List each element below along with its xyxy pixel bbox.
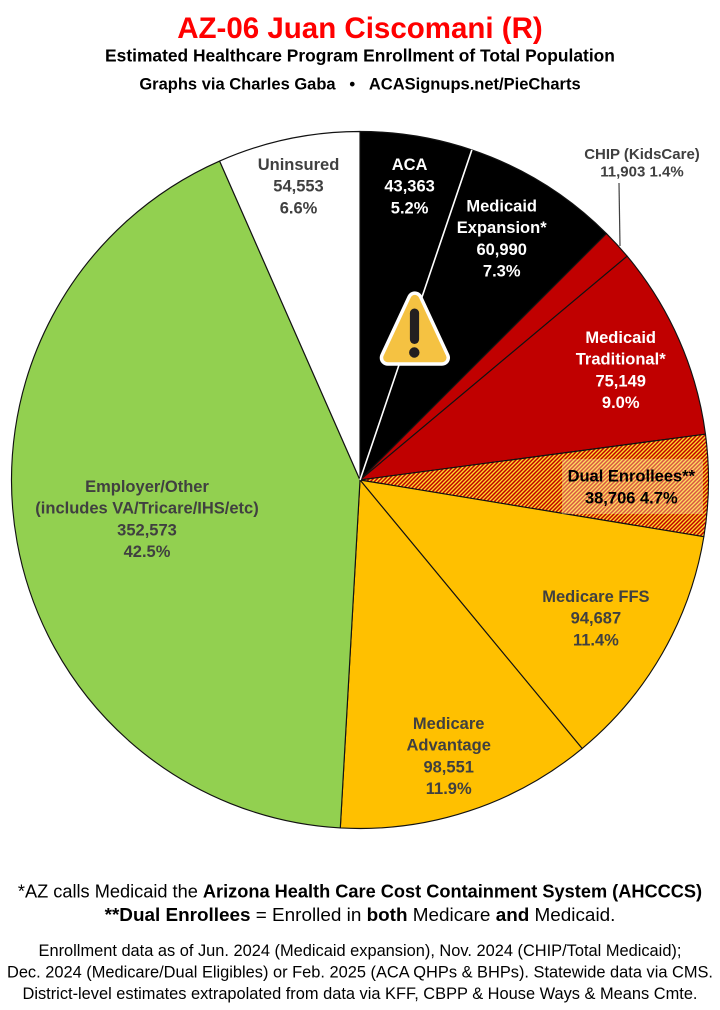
svg-text:Medicare: Medicare (413, 715, 485, 733)
svg-text:Dec. 2024 (Medicare/Dual Eligi: Dec. 2024 (Medicare/Dual Eligibles) or F… (7, 964, 713, 982)
svg-text:38,706 4.7%: 38,706 4.7% (585, 490, 678, 508)
svg-text:Medicaid: Medicaid (585, 329, 656, 347)
svg-text:7.3%: 7.3% (483, 263, 521, 281)
svg-text:94,687: 94,687 (571, 610, 621, 628)
svg-text:Estimated Healthcare Program E: Estimated Healthcare Program Enrollment … (105, 45, 615, 65)
svg-text:75,149: 75,149 (595, 372, 645, 390)
svg-text:11.9%: 11.9% (426, 780, 472, 798)
svg-text:Enrollment data as of Jun. 202: Enrollment data as of Jun. 2024 (Medicai… (39, 942, 682, 960)
svg-text:5.2%: 5.2% (391, 199, 429, 217)
svg-text:60,990: 60,990 (476, 241, 526, 259)
svg-text:District-level estimates extra: District-level estimates extrapolated fr… (23, 985, 698, 1003)
svg-text:Expansion*: Expansion* (457, 219, 547, 237)
svg-text:9.0%: 9.0% (602, 394, 640, 412)
svg-text:Traditional*: Traditional* (576, 351, 666, 369)
svg-text:Uninsured: Uninsured (258, 156, 340, 174)
svg-text:43,363: 43,363 (384, 178, 434, 196)
svg-text:ACA: ACA (392, 156, 428, 174)
svg-text:*AZ calls Medicaid the Arizona: *AZ calls Medicaid the Arizona Health Ca… (18, 881, 702, 901)
svg-text:11.4%: 11.4% (573, 631, 619, 649)
svg-text:11,903 1.4%: 11,903 1.4% (600, 164, 683, 181)
svg-text:352,573: 352,573 (117, 521, 177, 539)
svg-text:54,553: 54,553 (273, 178, 323, 196)
svg-text:Medicare FFS: Medicare FFS (542, 588, 649, 606)
svg-text:AZ-06 Juan Ciscomani (R): AZ-06 Juan Ciscomani (R) (177, 12, 543, 45)
svg-text:98,551: 98,551 (423, 758, 473, 776)
svg-text:42.5%: 42.5% (124, 543, 171, 561)
svg-text:Employer/Other: Employer/Other (85, 478, 209, 496)
svg-text:Advantage: Advantage (407, 737, 491, 755)
svg-text:CHIP (KidsCare): CHIP (KidsCare) (584, 146, 700, 163)
svg-text:Medicaid: Medicaid (466, 198, 537, 216)
svg-text:6.6%: 6.6% (280, 199, 318, 217)
svg-text:Dual Enrollees**: Dual Enrollees** (568, 467, 696, 485)
svg-text:**Dual Enrollees = Enrolled in: **Dual Enrollees = Enrolled in both Medi… (105, 905, 616, 926)
svg-text:Graphs via Charles Gaba •: Graphs via Charles Gaba • ACASignups.net… (139, 76, 580, 94)
svg-text:(includes VA/Tricare/IHS/etc): (includes VA/Tricare/IHS/etc) (35, 500, 258, 518)
